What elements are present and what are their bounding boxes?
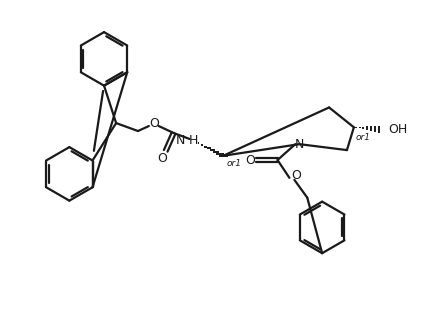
Text: H: H — [189, 134, 198, 147]
Text: OH: OH — [388, 123, 408, 136]
Text: N: N — [176, 134, 185, 147]
Text: O: O — [291, 169, 302, 182]
Text: or1: or1 — [226, 159, 241, 168]
Text: N: N — [295, 137, 304, 151]
Text: O: O — [157, 152, 167, 165]
Text: O: O — [149, 117, 159, 129]
Text: or1: or1 — [356, 133, 371, 142]
Text: O: O — [245, 154, 255, 166]
